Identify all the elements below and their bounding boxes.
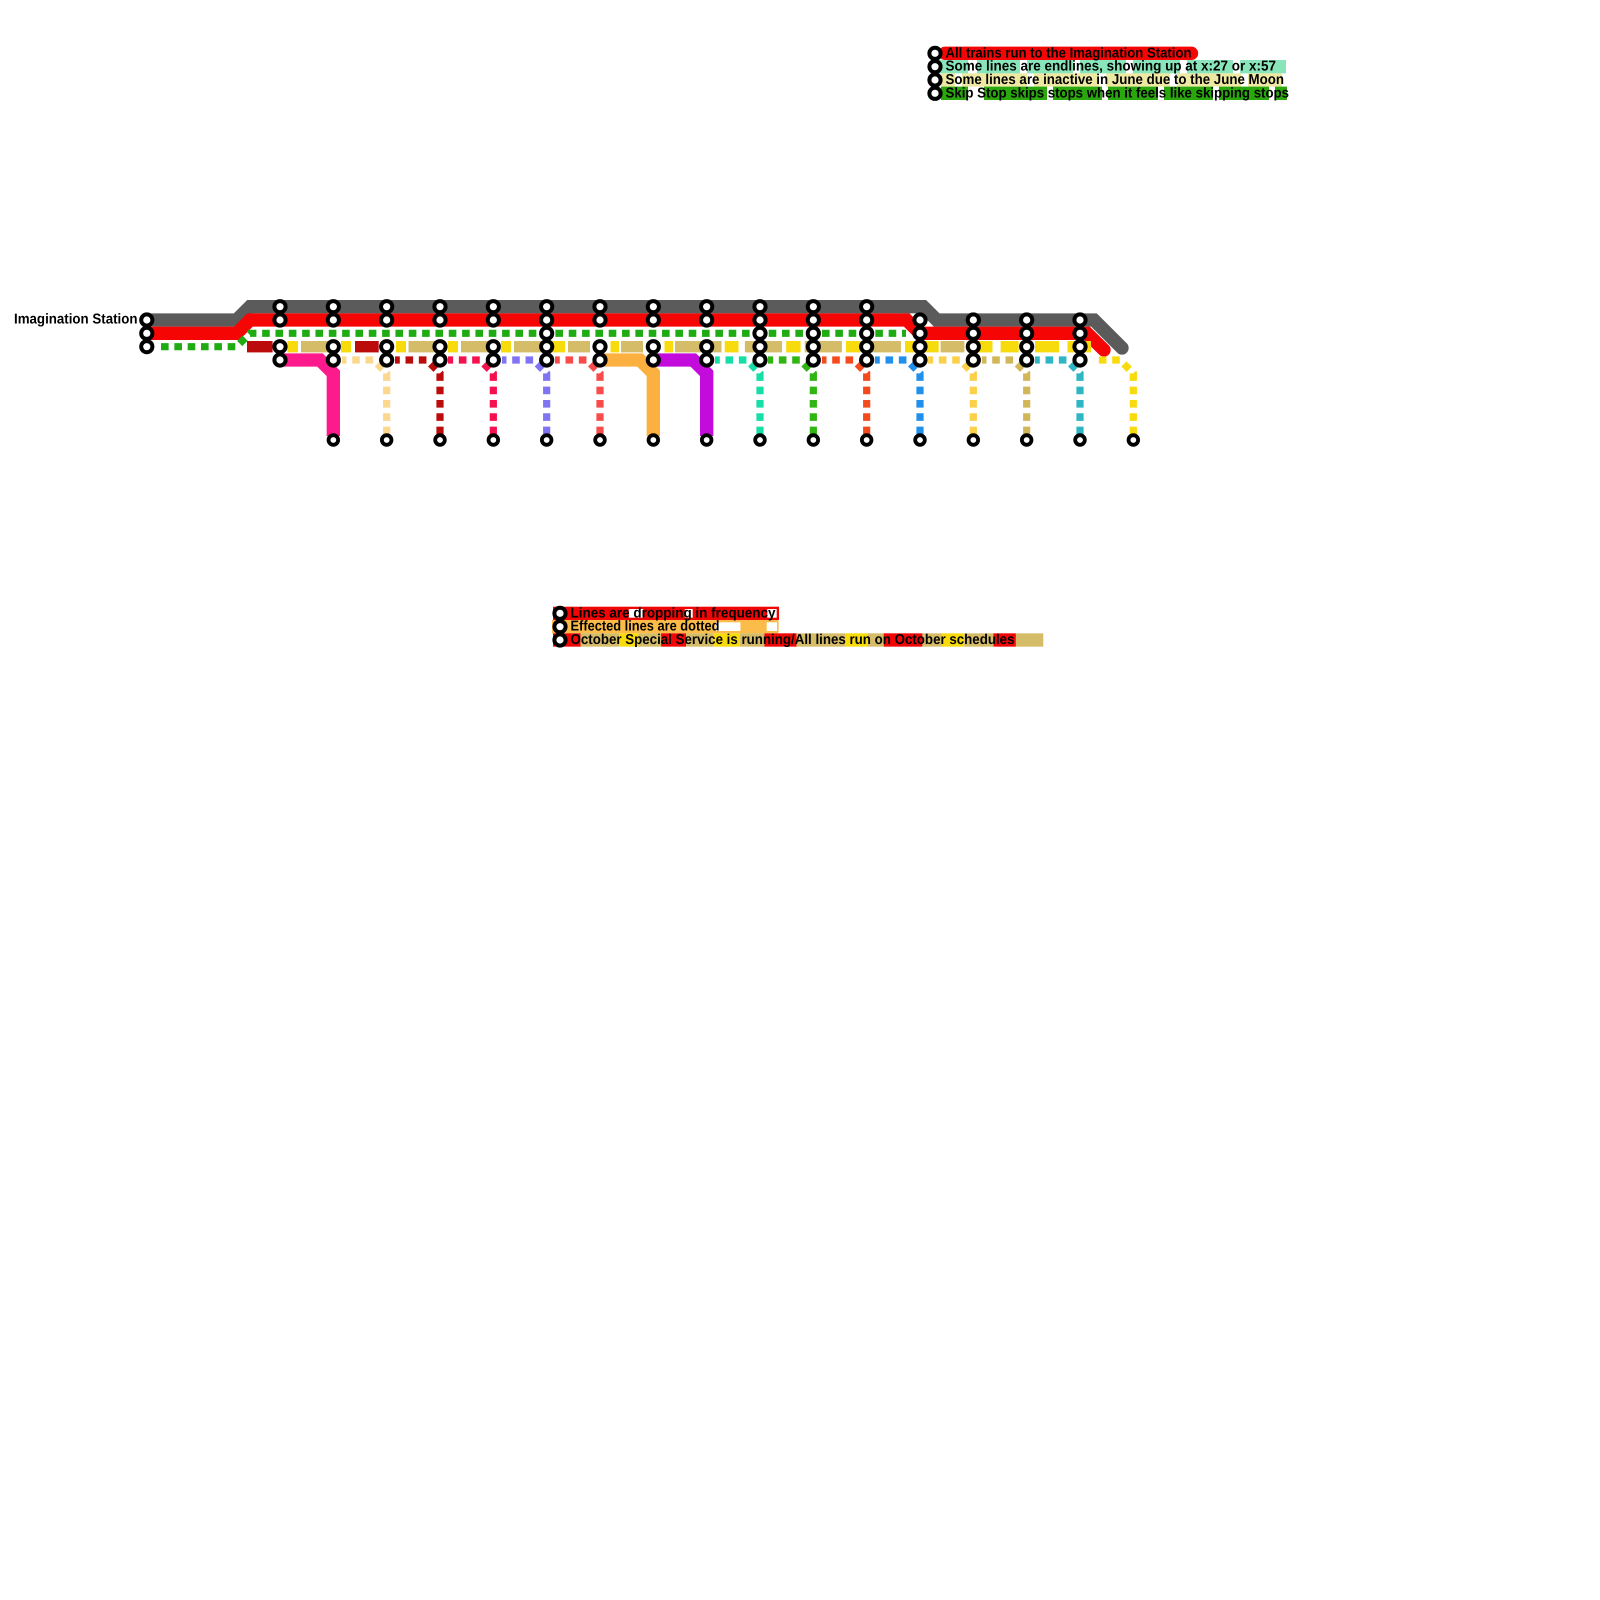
svg-text:All trains run to the Imaginat: All trains run to the Imagination Statio… (946, 45, 1192, 61)
svg-text:Skip Stop skips stops when it: Skip Stop skips stops when it feels like… (946, 85, 1290, 101)
svg-text:Some lines are endlines, showi: Some lines are endlines, showing up at x… (946, 59, 1277, 75)
svg-text:Imagination Station: Imagination Station (14, 312, 138, 328)
svg-text:Some lines are inactive in Jun: Some lines are inactive in June due to t… (946, 72, 1285, 88)
svg-text:October Special Service is run: October Special Service is running/All l… (571, 632, 1015, 648)
svg-text:Effected lines are dotted: Effected lines are dotted (571, 619, 720, 635)
svg-text:Lines are dropping in frequenc: Lines are dropping in frequency (571, 605, 776, 621)
